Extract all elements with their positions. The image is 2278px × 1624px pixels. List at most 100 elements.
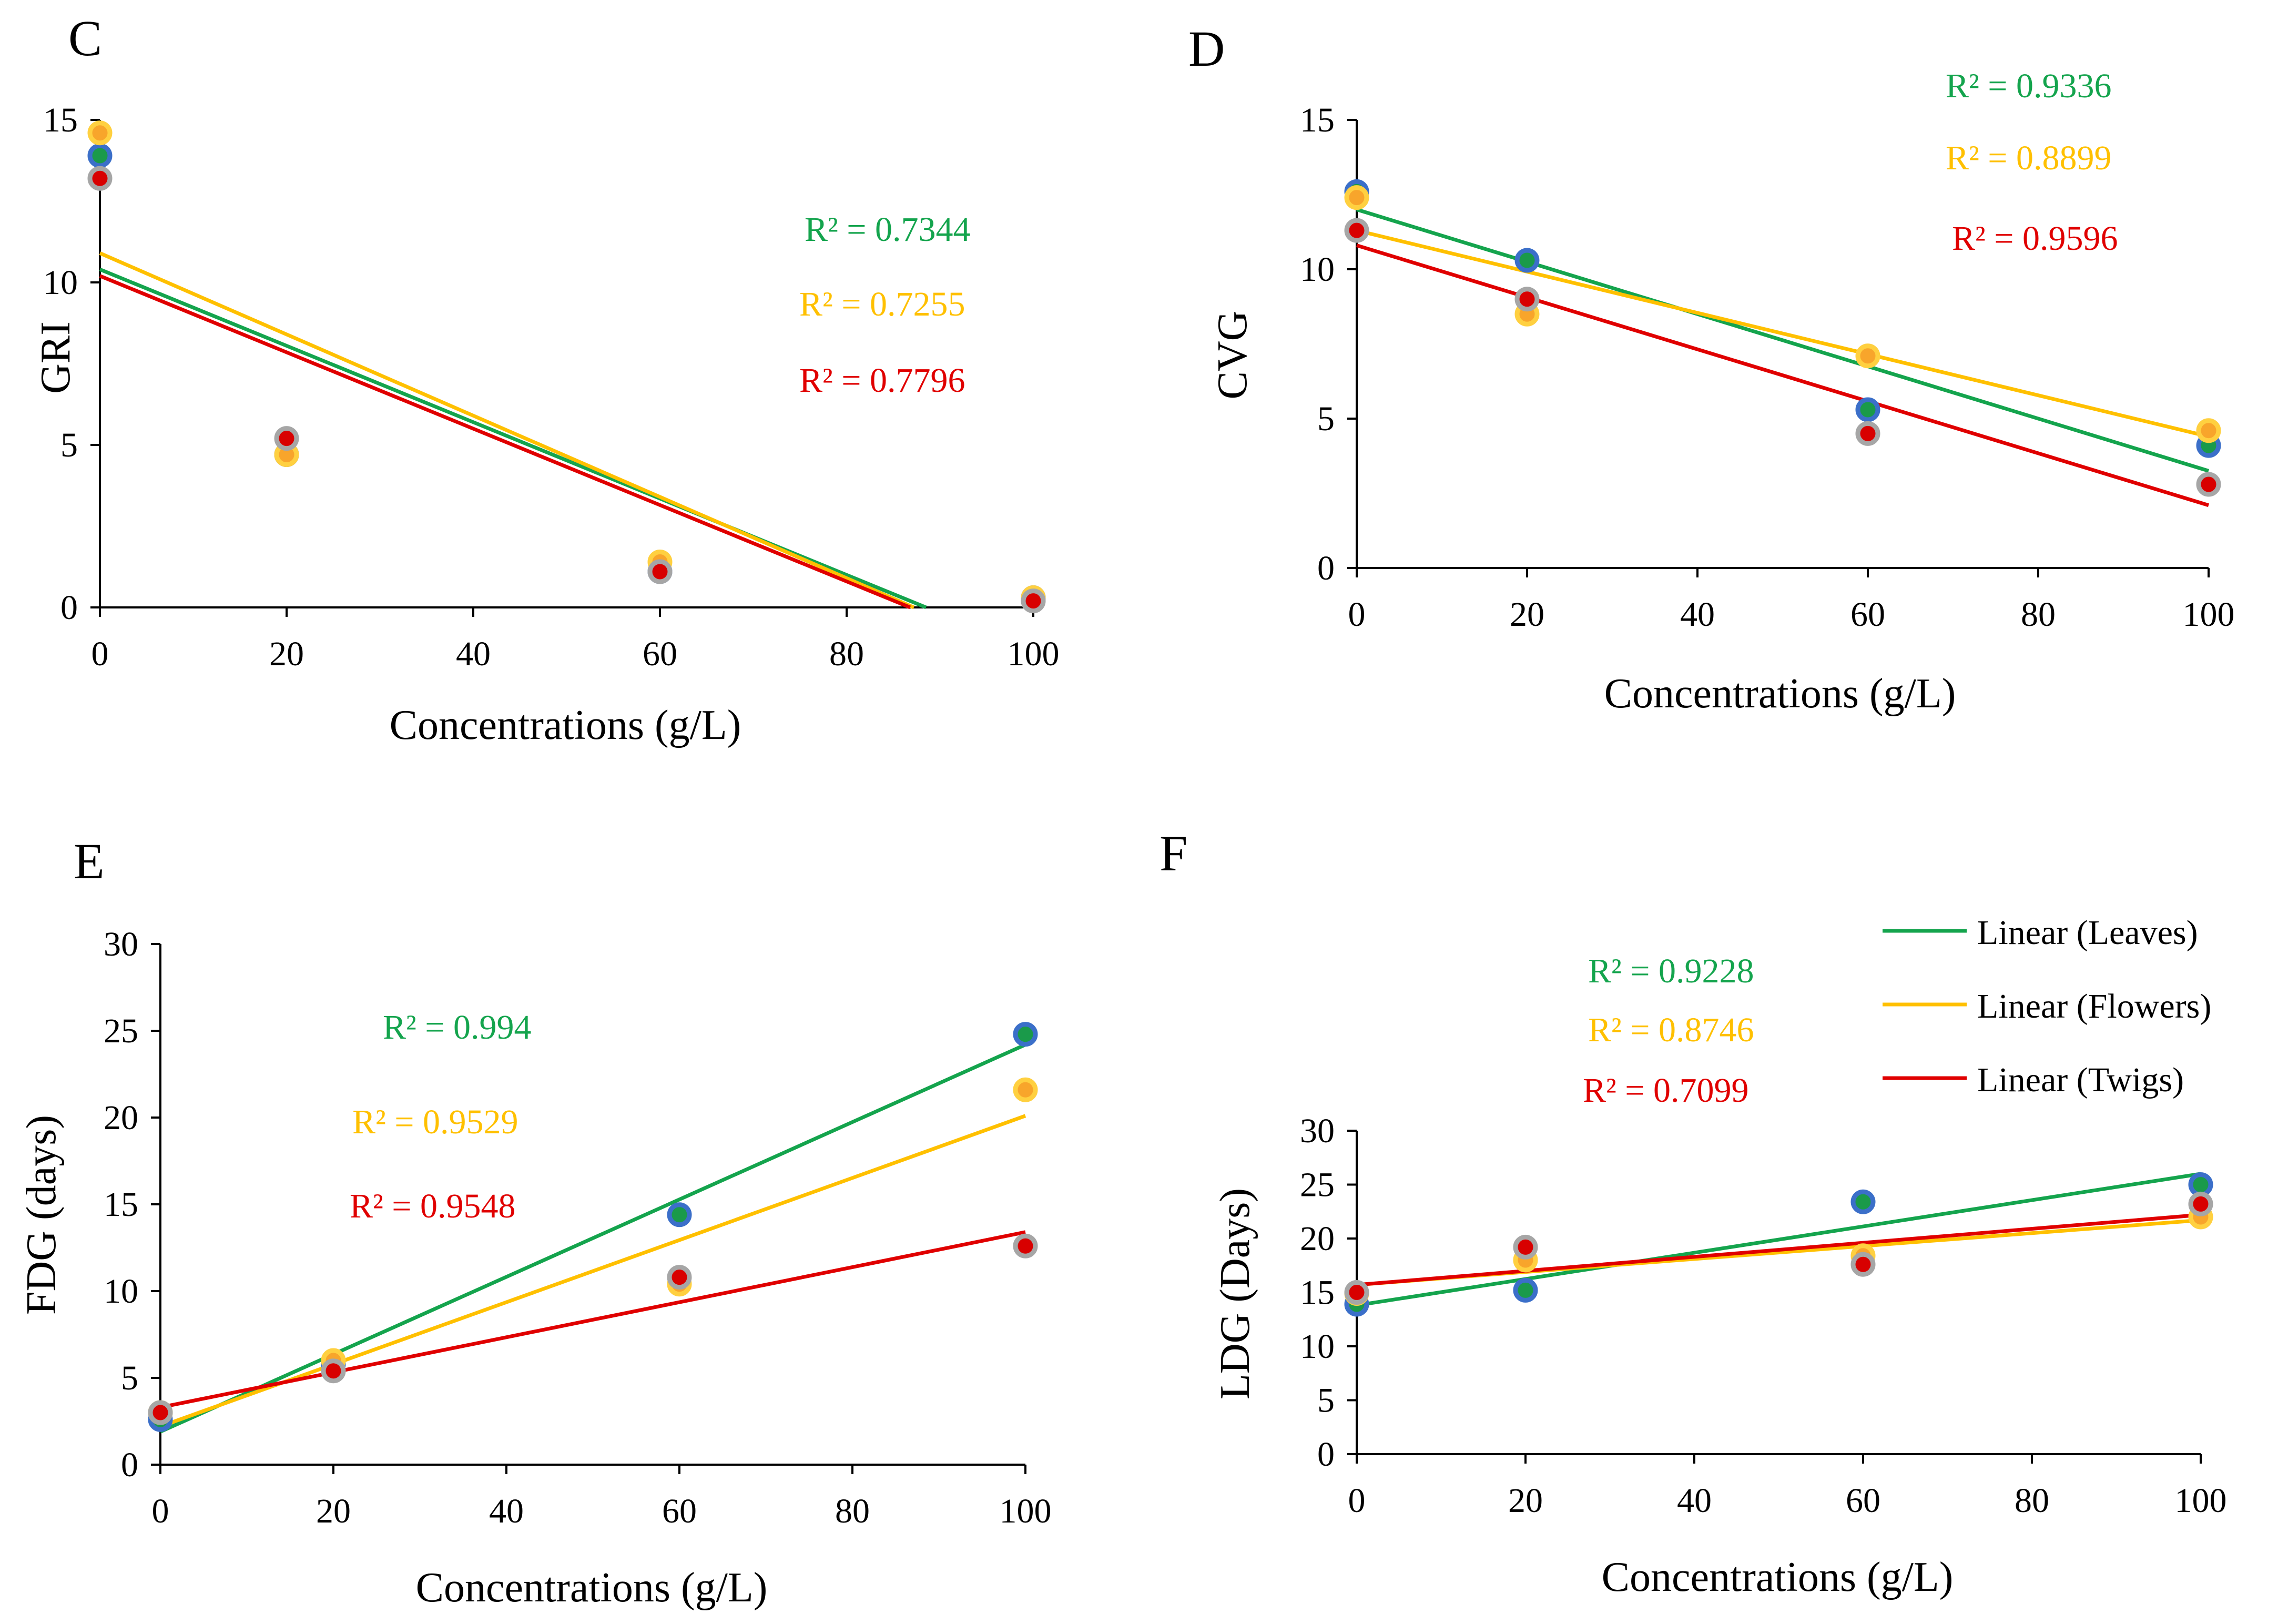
panel-d-point-flowers [2196,418,2221,443]
panel-c-point-flowers [87,120,113,146]
panel-d-point-leaves [1855,397,1880,422]
panel-f-x-axis-label: Concentrations (g/L) [1602,1554,1954,1600]
panel-f-x-tick-label: 20 [1508,1481,1543,1520]
panel-d-point-twigs [1855,421,1880,446]
panel-f-point-twigs [1344,1280,1369,1305]
panel-f-point-leaves [2188,1172,2213,1197]
panel-f-point-leaves [1850,1189,1876,1214]
panel-c-x-tick-label: 100 [1008,635,1060,673]
panel-f-letter: F [1160,825,1187,881]
panel-e-letter: E [74,833,105,889]
panel-c-y-tick-label: 0 [60,588,78,627]
panel-f-point-twigs [1513,1234,1538,1260]
panel-d-point-twigs [1514,287,1540,312]
panel-f-point-leaves [1513,1277,1538,1303]
panel-e-point-twigs [667,1265,692,1290]
legend-label-leaves: Linear (Leaves) [1977,914,2198,952]
panel-f-y-tick-label: 15 [1300,1274,1335,1312]
panel-c-point-leaves [87,143,113,168]
panel-c-trendline-twigs [99,274,911,610]
panel-f-y-axis-label: LDG (Days) [1212,1188,1258,1399]
panel-d-x-tick-label: 20 [1510,595,1544,634]
panel-c-x-tick-label: 60 [643,635,677,673]
panel-d-y-axis-label: CVG [1209,311,1256,400]
panel-c-r2-twigs: R² = 0.7796 [799,361,965,400]
panel-e-y-tick-label: 10 [104,1272,138,1311]
panel-e-y-tick-label: 0 [121,1446,138,1484]
panel-c-point-twigs [1021,588,1046,614]
panel-c-point-twigs [647,559,673,584]
panel-f-y-tick-label: 25 [1300,1166,1335,1204]
panel-d-x-tick-label: 0 [1348,595,1366,634]
panel-e-x-tick-label: 0 [152,1492,169,1530]
panel-f-r2-leaves: R² = 0.9228 [1588,952,1754,990]
panel-c-x-tick-label: 20 [269,635,304,673]
panel-e-trendline-flowers [159,1114,1026,1428]
panel-e-x-axis-label: Concentrations (g/L) [416,1565,768,1611]
panel-f: F 0 20 40 60 80 100 0 5 10 15 20 25 30 Concentration… [1160,825,2227,1600]
panel-e-x-tick-label: 20 [316,1492,351,1530]
panel-d-trendline-leaves [1356,208,2210,473]
legend-label-flowers: Linear (Flowers) [1977,987,2211,1026]
panel-f-y-tick-label: 10 [1300,1327,1335,1366]
panel-c-y-tick-label: 5 [60,426,78,464]
panel-f-x-tick-label: 0 [1348,1481,1366,1520]
panel-d-x-axis-label: Concentrations (g/L) [1604,671,1956,717]
panel-d-letter: D [1188,21,1225,77]
panel-c-letter: C [68,10,102,66]
panel-e-x-tick-label: 80 [835,1492,870,1530]
panel-e-point-twigs [1013,1233,1038,1258]
panel-d: D 0 20 40 60 80 100 0 5 10 15 Concentrations (g/L… [1188,21,2235,717]
panel-c-x-tick-label: 40 [456,635,491,673]
panel-d-trendline-twigs [1356,243,2210,508]
panel-c-trendline-flowers [99,251,915,610]
panel-e-trendline-leaves [159,1043,1026,1434]
panel-e-x-tick-label: 40 [489,1492,524,1530]
panel-e-y-tick-label: 30 [104,925,138,963]
panel-f-point-twigs [2188,1191,2213,1216]
panel-f-x-tick-label: 60 [1846,1481,1880,1520]
panel-e-x-tick-label: 60 [662,1492,697,1530]
panel-d-point-twigs [1344,218,1369,243]
panel-e: E 0 20 40 60 80 100 0 5 10 15 20 25 30 Concentration… [18,833,1052,1611]
legend-label-twigs: Linear (Twigs) [1977,1061,2184,1099]
panel-f-x-tick-label: 40 [1677,1481,1712,1520]
panel-d-point-flowers [1344,185,1369,210]
panel-e-r2-flowers: R² = 0.9529 [352,1103,518,1141]
panel-c-y-tick-label: 15 [43,101,78,139]
panel-d-y-tick-label: 15 [1300,101,1335,139]
panel-d-x-tick-label: 40 [1680,595,1715,634]
panel-e-y-tick-label: 15 [104,1185,138,1224]
panel-f-x-tick-label: 100 [2175,1481,2227,1520]
panel-f-trendline-leaves [1356,1172,2201,1307]
panel-f-y-tick-label: 20 [1300,1220,1335,1258]
panel-e-r2-twigs: R² = 0.9548 [350,1187,516,1225]
panel-c-x-tick-label: 80 [829,635,864,673]
panel-f-r2-twigs: R² = 0.7099 [1583,1071,1749,1110]
panel-d-point-leaves [1514,248,1540,273]
panel-c-y-tick-label: 10 [43,263,78,302]
panel-c: C 0 20 40 60 80 100 0 5 10 15 Concentrations (g/L… [33,10,1060,748]
panel-f-point-twigs [1850,1252,1876,1277]
panel-e-y-axis-label: FDG (days) [18,1115,65,1315]
panel-f-y-tick-label: 0 [1317,1435,1335,1474]
panel-e-y-tick-label: 5 [121,1359,138,1397]
panel-e-trendline-twigs [160,1230,1026,1409]
panel-d-x-tick-label: 60 [1850,595,1885,634]
panel-c-x-axis-label: Concentrations (g/L) [390,702,741,748]
panel-d-x-tick-label: 100 [2183,595,2235,634]
panel-d-point-flowers [1855,343,1880,369]
panel-d-r2-twigs: R² = 0.9596 [1952,219,2118,258]
panel-f-trendline-twigs [1356,1213,2201,1287]
panel-e-point-flowers [1013,1077,1038,1102]
panel-e-r2-leaves: R² = 0.994 [383,1008,532,1047]
panel-d-r2-flowers: R² = 0.8899 [1946,139,2112,177]
panel-e-point-twigs [148,1400,173,1425]
panel-c-point-twigs [274,426,299,451]
panel-e-point-twigs [321,1358,346,1384]
panel-d-y-tick-label: 5 [1317,400,1335,438]
panel-c-r2-flowers: R² = 0.7255 [799,285,965,323]
panel-c-x-tick-label: 0 [91,635,109,673]
panel-f-x-tick-label: 80 [2015,1481,2049,1520]
panel-f-r2-flowers: R² = 0.8746 [1588,1011,1754,1049]
